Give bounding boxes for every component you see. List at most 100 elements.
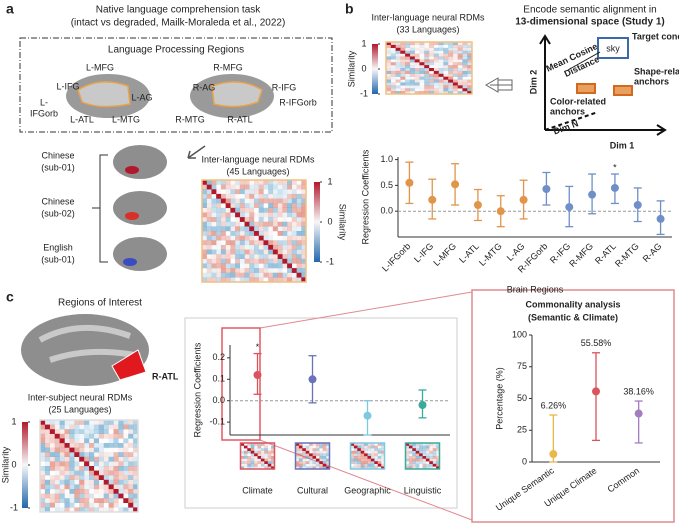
heatmap-cell: [322, 458, 327, 462]
heatmap-cell: [296, 203, 302, 209]
heatmap-cell: [277, 226, 283, 232]
heatmap-cell: [79, 452, 85, 457]
heatmap-cell: [271, 463, 275, 467]
heatmap-cell: [415, 450, 420, 454]
heatmap-cell: [414, 59, 420, 63]
heatmap-cell: [309, 451, 313, 454]
heatmap-cell: [298, 448, 303, 451]
heatmap-cell: [419, 91, 425, 95]
heatmap-cell: [287, 226, 293, 232]
heatmap-cell: [98, 507, 104, 513]
heatmap-cell: [89, 502, 95, 508]
heatmap-cell: [467, 79, 473, 83]
heatmap-cell: [108, 456, 114, 462]
heatmap-cell: [457, 79, 463, 83]
heatmap-cell: [272, 263, 278, 269]
heatmap-cell: [123, 484, 129, 490]
heatmap-cell: [277, 240, 283, 246]
heatmap-cell: [400, 62, 406, 66]
heatmap-cell: [79, 443, 85, 448]
heatmap-cell: [357, 458, 361, 462]
heatmap-cell: [448, 47, 454, 51]
heatmap-cell: [433, 53, 439, 57]
heatmap-cell: [438, 70, 444, 74]
heatmap-cell: [211, 207, 217, 213]
heatmap-cell: [211, 217, 217, 222]
heatmap-cell: [64, 433, 70, 439]
heatmap-cell: [254, 226, 259, 232]
heatmap-cell: [405, 85, 411, 89]
heatmap-cell: [433, 42, 439, 46]
heatmap-cell: [419, 85, 425, 89]
heatmap-cell: [315, 463, 320, 467]
subject-label: Chinese: [41, 196, 74, 206]
heatmap-cell: [225, 240, 231, 246]
heatmap-cell: [225, 258, 231, 264]
heatmap-cell: [239, 244, 245, 250]
panel-label: a: [6, 1, 14, 17]
heatmap-cell: [425, 466, 430, 470]
heatmap-cell: [429, 91, 434, 95]
colorbar-tick-label: -1: [360, 88, 368, 98]
heatmap-cell: [247, 443, 251, 446]
heatmap-cell: [409, 47, 415, 51]
heatmap-cell: [433, 82, 439, 86]
heatmap-cell: [59, 461, 65, 467]
y-tick-label: 0: [522, 456, 527, 466]
heatmap-cell: [272, 258, 278, 264]
heatmap-cell: [254, 450, 258, 454]
heatmap-cell: [260, 458, 265, 462]
target-word: sky: [606, 43, 620, 53]
heatmap-cell: [419, 56, 425, 60]
brains: [66, 74, 274, 271]
heatmap-cell: [74, 452, 80, 457]
heatmap-cell: [287, 235, 293, 241]
heatmap-cell: [395, 47, 401, 51]
heatmap-cell: [309, 443, 313, 446]
heatmap-cell: [79, 475, 85, 480]
heatmap-cell: [415, 443, 420, 446]
heatmap-cell: [414, 47, 420, 51]
heatmap-cell: [64, 475, 70, 480]
heatmap-cell: [211, 189, 217, 195]
heatmap-cell: [133, 433, 139, 439]
heatmap-cell: [258, 217, 264, 222]
point: [519, 195, 528, 204]
heatmap-cell: [216, 249, 222, 255]
heatmap-cell: [357, 448, 361, 451]
heatmap-cell: [79, 456, 85, 462]
commonality-box: [471, 289, 675, 523]
heatmap-cell: [230, 244, 236, 250]
heatmap-cell: [249, 184, 255, 190]
region-label: IFGorb: [30, 108, 58, 118]
heatmap-cell: [254, 180, 259, 185]
heatmap-cell: [419, 79, 425, 83]
heatmap-cell: [249, 268, 255, 273]
heatmap-cell: [350, 445, 355, 449]
heatmap-cell: [295, 463, 300, 467]
heatmap-cell: [54, 484, 60, 490]
region-label: R-AG: [193, 82, 216, 92]
heatmap-cell: [386, 56, 391, 60]
heatmap-cell: [433, 85, 439, 89]
heatmap-cell: [84, 498, 90, 503]
heatmap-cell: [291, 258, 297, 264]
heatmap-cell: [374, 456, 378, 459]
heatmap-cell: [405, 59, 411, 63]
heatmap-cell: [49, 475, 55, 480]
heatmap-cell: [45, 475, 50, 480]
heatmap-cell: [419, 70, 425, 74]
heatmap-cell: [395, 42, 401, 46]
heatmap-cell: [315, 443, 320, 446]
heatmap-cell: [438, 42, 444, 46]
heatmap-cell: [206, 258, 212, 264]
heatmap-cell: [235, 272, 241, 278]
heatmap-cell: [239, 258, 245, 264]
heatmap-cell: [443, 76, 449, 80]
heatmap-cell: [295, 448, 300, 451]
heatmap-cell: [98, 447, 104, 453]
heatmap-cell: [235, 184, 241, 190]
heatmap-cell: [408, 463, 413, 467]
heatmap-cell: [277, 254, 283, 260]
heatmap-cell: [49, 498, 55, 503]
